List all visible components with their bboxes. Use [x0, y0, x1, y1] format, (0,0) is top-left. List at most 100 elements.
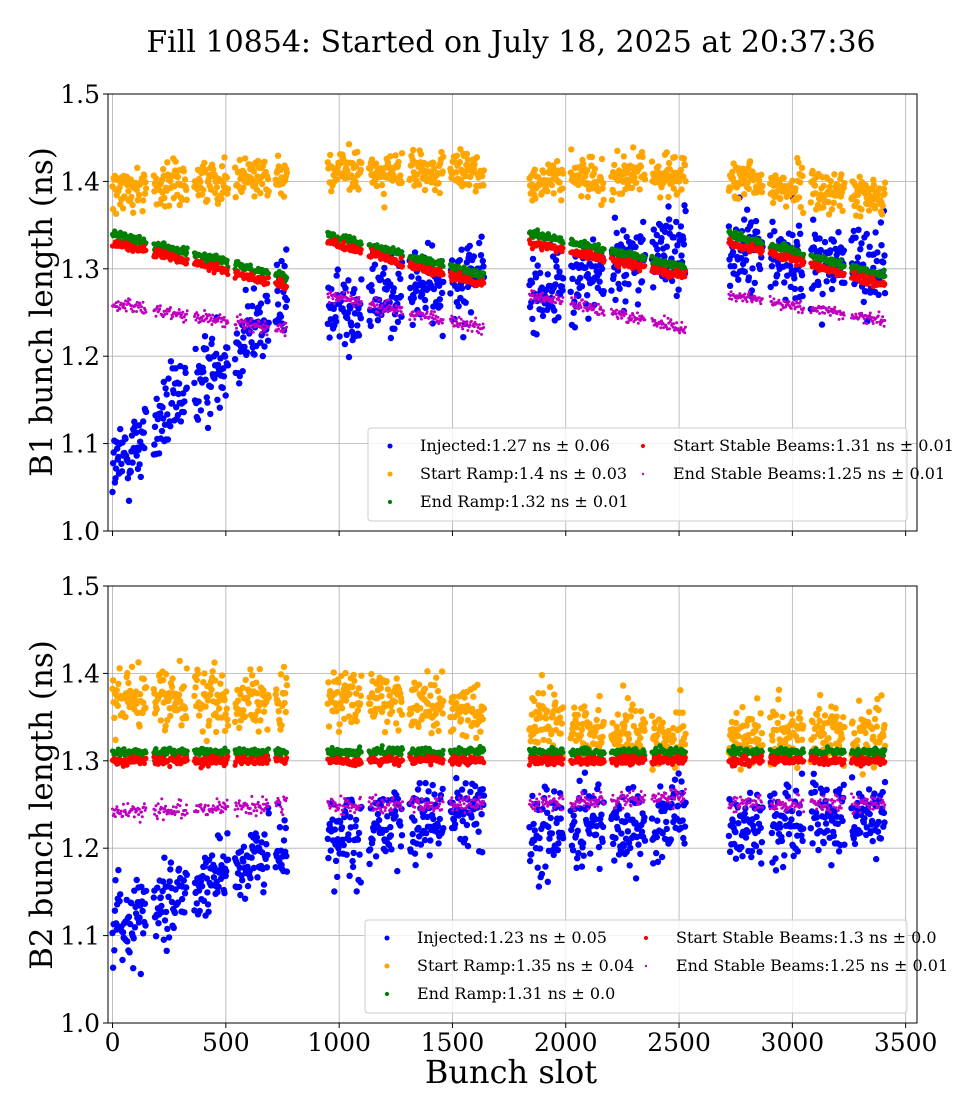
b2-point	[598, 811, 605, 818]
b2-point	[423, 830, 430, 837]
b2-point	[480, 792, 488, 799]
b2-point	[434, 823, 442, 830]
b1-point	[834, 182, 842, 189]
b1-legend-label: End Ramp:1.32 ns ± 0.01	[420, 492, 629, 511]
b2-point	[388, 846, 395, 853]
b1-point	[827, 305, 831, 309]
b2-point	[542, 863, 549, 870]
b1-legend-marker	[387, 471, 393, 477]
b1-point	[460, 334, 467, 341]
b1-point	[636, 311, 639, 315]
b1-point	[399, 263, 406, 269]
b1-point	[745, 185, 753, 193]
b1-point	[422, 304, 429, 311]
b2-point	[529, 792, 536, 800]
b1-point	[681, 161, 689, 169]
b1-point	[473, 320, 477, 324]
b1-point	[165, 202, 173, 209]
b1-point	[734, 299, 738, 303]
b1-point	[380, 313, 383, 317]
b2-point	[544, 809, 551, 816]
b1-point	[219, 320, 223, 324]
b1-point	[261, 158, 268, 165]
b1-point	[451, 316, 455, 320]
b1-point	[678, 331, 682, 335]
b1-axes-frame	[107, 93, 918, 532]
b1-point	[746, 158, 754, 165]
b1-point	[860, 272, 866, 278]
b1-point	[815, 309, 819, 313]
b1-point	[598, 155, 606, 163]
b2-point	[574, 827, 581, 834]
b2-point	[674, 802, 682, 809]
b1-scatter-points	[109, 141, 889, 504]
b1-point	[337, 298, 341, 302]
b1-plot-panel: B1 bunch length (ns) 1.01.11.21.31.41.5I…	[24, 80, 954, 546]
b1-point	[143, 247, 149, 253]
b1-point	[589, 303, 593, 307]
b1-point	[589, 236, 597, 243]
b1-point	[154, 415, 162, 423]
b1-point	[779, 308, 783, 312]
b1-point	[782, 203, 790, 210]
b1-point	[178, 196, 186, 204]
b1-point	[838, 171, 845, 178]
b1-point	[608, 287, 615, 294]
b1-point	[224, 362, 232, 369]
b1-point	[152, 175, 160, 182]
b1-point	[857, 246, 864, 253]
b2-point	[205, 908, 212, 915]
b1-point	[870, 176, 877, 183]
b1-point	[666, 165, 673, 173]
b1-point	[240, 318, 244, 322]
b2-point	[370, 827, 377, 834]
b1-point	[678, 252, 685, 259]
b1-point	[214, 317, 218, 321]
b1-point	[577, 274, 584, 282]
b1-point	[224, 267, 230, 273]
b1-point	[842, 313, 846, 317]
b1-point	[567, 288, 574, 295]
b1-point	[368, 281, 375, 289]
b2-point	[398, 832, 406, 839]
b1-point	[254, 157, 262, 165]
b1-point	[414, 171, 421, 178]
b1-point	[526, 303, 534, 311]
b1-point	[622, 298, 629, 305]
b2-point	[349, 863, 357, 871]
b1-point	[219, 384, 226, 391]
b1-point	[181, 364, 189, 372]
b1-point	[140, 197, 147, 204]
b1-point	[599, 180, 607, 187]
b1-point	[419, 253, 425, 259]
b2-point	[387, 832, 395, 839]
b1-point	[250, 285, 258, 292]
b1-point	[476, 239, 483, 247]
b1-point	[160, 166, 167, 173]
b2-point	[171, 909, 179, 917]
b1-point	[731, 263, 738, 270]
b2-point	[581, 769, 589, 776]
b1-point	[741, 191, 748, 198]
b1-point	[339, 293, 343, 297]
b2-point	[248, 854, 255, 861]
b1-point	[618, 190, 626, 197]
b1-point	[164, 159, 171, 166]
b1-point	[140, 418, 147, 425]
b2-point	[115, 866, 122, 874]
b1-point	[472, 325, 476, 329]
b1-point	[683, 325, 687, 329]
b1-point	[653, 319, 657, 322]
b1-point	[841, 263, 847, 269]
b1-point	[584, 292, 591, 299]
b1-point	[240, 184, 247, 191]
b1-point	[336, 333, 343, 340]
b2-point	[599, 823, 607, 831]
b1-point	[373, 305, 377, 309]
b1-point	[840, 247, 847, 254]
b1-point	[265, 280, 271, 286]
b2-point	[282, 824, 289, 832]
b1-point	[758, 171, 765, 178]
b1-point	[852, 269, 858, 275]
b1-point	[827, 178, 834, 185]
